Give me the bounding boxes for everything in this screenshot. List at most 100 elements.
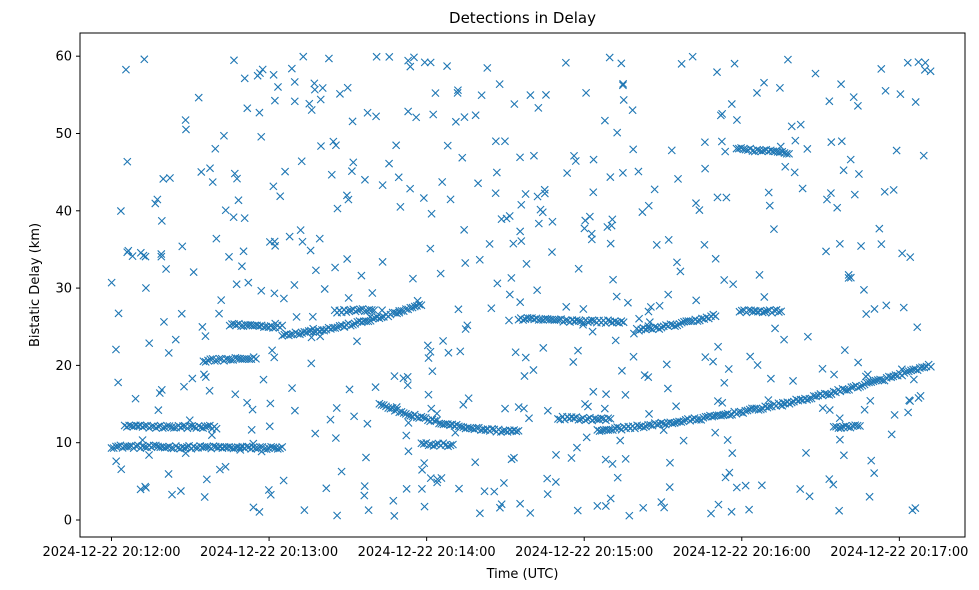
data-point	[136, 485, 145, 494]
data-point	[844, 422, 853, 431]
data-point	[309, 324, 318, 333]
data-point	[253, 71, 262, 80]
data-point	[662, 360, 671, 369]
data-point	[730, 59, 739, 68]
data-point	[835, 414, 844, 423]
data-point	[298, 237, 307, 246]
data-point	[385, 159, 394, 168]
data-point	[167, 444, 176, 453]
data-point	[495, 80, 504, 89]
data-point	[483, 63, 492, 72]
data-point	[635, 314, 644, 323]
data-point	[249, 439, 258, 448]
data-point	[399, 374, 408, 383]
data-point	[650, 185, 659, 194]
data-point	[525, 414, 533, 423]
data-point	[629, 329, 638, 338]
data-point	[123, 248, 132, 257]
data-point	[926, 67, 935, 76]
data-point	[288, 384, 297, 393]
data-point	[417, 412, 426, 421]
data-point	[639, 423, 648, 432]
data-point	[460, 113, 469, 122]
data-point	[580, 224, 589, 233]
data-point	[178, 242, 187, 251]
data-point	[628, 106, 637, 115]
data-point	[833, 203, 842, 212]
data-point	[608, 459, 617, 468]
data-point	[344, 306, 353, 315]
data-point	[237, 262, 246, 271]
data-point	[829, 387, 838, 396]
data-point	[345, 385, 354, 394]
data-point	[507, 273, 516, 282]
data-point	[837, 137, 846, 146]
data-point	[765, 402, 774, 411]
data-point	[396, 202, 405, 211]
data-point	[505, 212, 514, 221]
data-point	[617, 366, 626, 375]
data-point	[880, 187, 889, 196]
data-point	[463, 321, 472, 330]
data-point	[517, 237, 526, 246]
data-point	[344, 195, 353, 204]
x-tick-label: 2024-12-22 20:14:00	[358, 545, 496, 560]
data-point	[232, 280, 241, 289]
data-point	[248, 405, 257, 414]
data-point	[239, 322, 248, 331]
data-point	[757, 147, 766, 156]
data-point	[343, 254, 352, 263]
data-point	[753, 361, 762, 369]
data-point	[700, 240, 709, 249]
data-point	[732, 116, 741, 125]
data-point	[310, 79, 319, 88]
data-point	[356, 305, 365, 314]
data-point	[602, 390, 611, 399]
data-point	[536, 205, 545, 214]
data-point	[140, 421, 149, 430]
data-point	[378, 257, 387, 266]
data-point	[140, 442, 149, 451]
x-tick-label: 2024-12-22 20:16:00	[673, 545, 811, 560]
data-point	[514, 426, 523, 435]
data-point	[914, 58, 923, 67]
data-point	[363, 307, 372, 315]
data-point	[789, 376, 798, 385]
y-tick-label: 30	[55, 282, 72, 297]
data-point	[634, 167, 643, 176]
data-point	[540, 189, 549, 198]
data-point	[377, 400, 386, 409]
data-point	[420, 58, 429, 67]
data-point	[401, 305, 410, 314]
data-point	[567, 454, 576, 462]
data-point	[725, 468, 734, 477]
data-point	[310, 85, 319, 94]
data-point	[906, 253, 915, 262]
data-point	[433, 478, 442, 487]
data-point	[677, 417, 686, 426]
data-point	[869, 377, 878, 386]
data-point	[755, 270, 764, 279]
data-point	[270, 96, 279, 105]
data-point	[505, 316, 513, 325]
data-point	[285, 232, 294, 241]
data-point	[714, 342, 723, 351]
data-point	[853, 421, 862, 430]
data-point	[333, 204, 342, 213]
data-point	[521, 190, 530, 199]
data-point	[820, 389, 829, 398]
data-point	[194, 93, 203, 102]
data-point	[240, 74, 249, 83]
data-point	[240, 214, 249, 223]
data-point	[139, 251, 148, 260]
data-point	[201, 332, 210, 341]
data-point	[162, 264, 171, 273]
data-point	[903, 58, 912, 67]
data-point	[420, 502, 429, 511]
data-point	[360, 175, 369, 184]
data-point	[634, 326, 643, 335]
data-point	[165, 173, 174, 182]
data-point	[585, 212, 594, 221]
data-point	[164, 348, 173, 357]
data-point	[202, 442, 211, 451]
